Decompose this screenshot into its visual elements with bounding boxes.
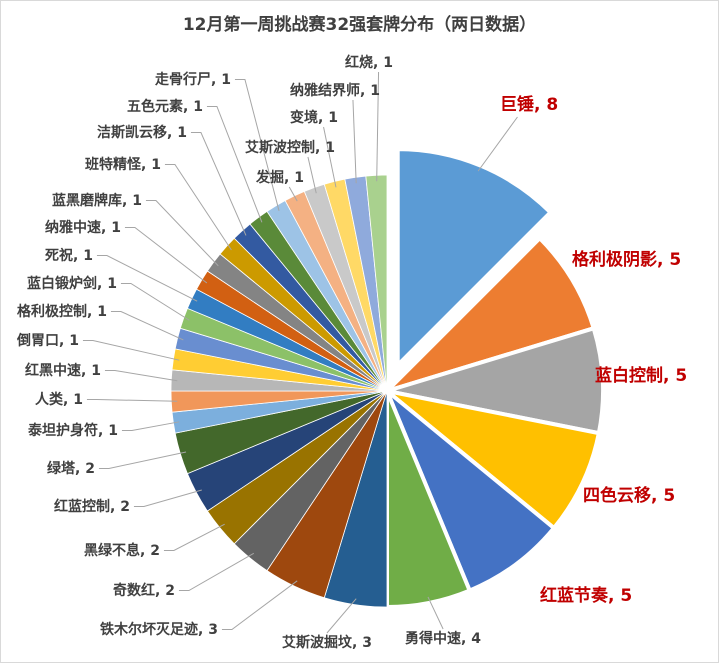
pie-slice-1 bbox=[385, 235, 597, 393]
data-label-15: 倒胃口, 1 bbox=[16, 332, 79, 349]
data-label-22: 洁斯凯云移, 1 bbox=[97, 124, 187, 141]
data-label-25: 发掘, 1 bbox=[255, 169, 304, 186]
leader-line-8 bbox=[178, 552, 255, 591]
data-label-4: 红蓝节奏, 5 bbox=[540, 585, 632, 606]
leader-line-28 bbox=[352, 99, 357, 184]
leader-line-27 bbox=[323, 126, 337, 188]
leader-line-6 bbox=[326, 598, 357, 634]
leader-line-14 bbox=[104, 370, 178, 382]
leader-line-23 bbox=[206, 106, 263, 223]
data-label-9: 黑绿不息, 2 bbox=[84, 542, 160, 559]
leader-line-19 bbox=[124, 227, 208, 284]
data-label-13: 人类, 1 bbox=[35, 391, 83, 408]
data-label-26: 艾斯波控制, 1 bbox=[245, 139, 335, 156]
data-label-6: 艾斯波掘坟, 3 bbox=[282, 634, 372, 651]
pie-slice-2 bbox=[386, 325, 605, 436]
data-label-17: 蓝白锻炉剑, 1 bbox=[27, 275, 117, 292]
leader-line-26 bbox=[307, 156, 317, 194]
leader-line-0 bbox=[477, 116, 518, 172]
data-label-23: 五色元素, 1 bbox=[127, 98, 203, 115]
leader-line-20 bbox=[145, 200, 219, 267]
data-label-0: 巨锤, 8 bbox=[500, 94, 558, 115]
leader-line-21 bbox=[164, 164, 232, 251]
data-label-28: 纳雅结界师, 1 bbox=[290, 82, 380, 99]
leader-line-11 bbox=[98, 451, 187, 469]
leader-line-9 bbox=[163, 523, 225, 551]
leader-line-18 bbox=[96, 255, 198, 302]
pie-slice-0 bbox=[395, 147, 554, 370]
data-label-18: 死祝, 1 bbox=[44, 247, 93, 264]
data-label-1: 格利极阴影, 5 bbox=[572, 249, 681, 270]
data-label-27: 变境, 1 bbox=[290, 109, 338, 126]
data-label-3: 四色云移, 5 bbox=[583, 485, 675, 506]
leader-line-10 bbox=[133, 489, 202, 507]
data-label-2: 蓝白控制, 5 bbox=[595, 365, 687, 386]
data-label-10: 红蓝控制, 2 bbox=[54, 498, 130, 515]
data-label-21: 班特精怪, 1 bbox=[85, 156, 161, 173]
data-label-7: 铁木尔坏灭足迹, 3 bbox=[100, 621, 218, 638]
chart-title: 12月第一周挑战赛32强套牌分布（两日数据） bbox=[182, 15, 537, 35]
leader-line-5 bbox=[427, 596, 444, 630]
data-label-5: 勇得中速, 4 bbox=[405, 630, 481, 647]
data-label-24: 走骨行尸, 1 bbox=[155, 71, 231, 88]
leader-line-29 bbox=[376, 71, 380, 182]
data-label-14: 红黑中速, 1 bbox=[25, 362, 101, 379]
leader-line-7 bbox=[221, 580, 298, 630]
pie-slice-3 bbox=[385, 389, 602, 531]
data-label-12: 泰坦护身符, 1 bbox=[27, 422, 118, 439]
leader-line-16 bbox=[110, 311, 184, 341]
data-label-29: 红烧, 1 bbox=[345, 54, 393, 71]
leader-line-12 bbox=[121, 421, 180, 431]
leader-line-22 bbox=[190, 132, 247, 236]
pie-slice-4 bbox=[385, 389, 557, 594]
leader-line-13 bbox=[86, 399, 178, 402]
leader-line-15 bbox=[82, 340, 180, 361]
data-label-11: 绿塔, 2 bbox=[47, 460, 95, 477]
leader-line-25 bbox=[288, 186, 298, 202]
data-label-8: 奇数红, 2 bbox=[113, 582, 175, 599]
data-label-19: 纳雅中速, 1 bbox=[45, 219, 121, 236]
leader-line-17 bbox=[120, 283, 190, 321]
data-label-20: 蓝黑磨牌库, 1 bbox=[52, 192, 142, 209]
leader-line-24 bbox=[234, 79, 280, 212]
data-label-16: 格利极控制, 1 bbox=[17, 303, 107, 320]
